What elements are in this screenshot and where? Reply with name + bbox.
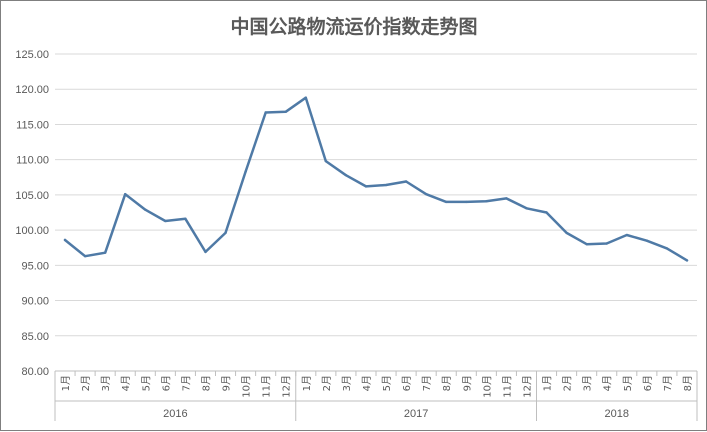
series-layer: [63, 96, 689, 262]
x-tick-label: 7月: [421, 375, 433, 391]
x-tick-label: 12月: [521, 375, 533, 398]
x-tick-label: 11月: [261, 375, 273, 398]
x-tick-label: 1月: [542, 375, 554, 391]
gridlines: [55, 53, 697, 337]
y-tick-label: 95.00: [21, 260, 49, 272]
x-tick-label: 5月: [381, 375, 393, 391]
data-point: [605, 242, 608, 245]
data-point: [384, 183, 388, 187]
x-tick-label: 1月: [301, 375, 313, 391]
y-tick-label: 100.00: [15, 225, 49, 237]
x-tick-label: 3月: [341, 375, 353, 391]
x-tick-label: 6月: [642, 375, 654, 391]
x-tick-label: 3月: [100, 375, 112, 391]
y-tick-label: 115.00: [16, 119, 49, 131]
x-tick-label: 4月: [602, 375, 614, 391]
y-tick-label: 110.00: [16, 155, 49, 167]
data-point: [585, 243, 588, 246]
data-point: [264, 111, 267, 114]
y-tick-label: 120.00: [15, 84, 49, 96]
x-tick-label: 6月: [401, 375, 413, 391]
x-tick-label: 3月: [582, 375, 594, 391]
x-tick-label: 4月: [361, 375, 373, 391]
x-tick-label: 2月: [562, 375, 574, 391]
data-point: [465, 200, 468, 204]
data-point: [625, 233, 628, 237]
chart-title: 中国公路物流运价指数走势图: [230, 15, 477, 38]
x-axis-month-labels: 1月 2月 3月 4月 5月 6月 7月 8月 9月 10月 11月 12月 1月 2月 3月 4月 5月 6月 7…: [60, 375, 694, 398]
x-tick-label: 4月: [120, 375, 132, 391]
data-point: [685, 259, 689, 262]
data-point: [505, 197, 508, 200]
data-point: [344, 173, 348, 177]
data-point: [224, 231, 227, 235]
x-axis: [54, 370, 698, 421]
data-point: [445, 200, 448, 204]
data-point: [144, 208, 147, 211]
data-point: [124, 192, 127, 196]
data-point: [645, 239, 649, 242]
data-point: [103, 251, 107, 254]
data-point: [364, 185, 368, 188]
data-point: [83, 254, 87, 258]
x-tick-label: 5月: [140, 375, 152, 391]
year-label: 2016: [163, 408, 187, 420]
y-tick-label: 105.00: [15, 190, 49, 202]
x-tick-label: 8月: [441, 375, 453, 391]
y-tick-label: 85.00: [21, 331, 49, 343]
series-line: [63, 96, 689, 262]
x-tick-label: 5月: [622, 375, 634, 391]
data-point: [63, 238, 67, 242]
y-axis-ticks: 80.00 85.00 90.00 95.00 100.00 105.00 110.00 11…: [15, 49, 49, 378]
y-tick-label: 80.00: [21, 366, 49, 378]
x-tick-label: 9月: [461, 375, 473, 391]
x-tick-label: 11月: [501, 375, 513, 398]
x-tick-label: 10月: [241, 375, 253, 398]
data-point: [485, 200, 488, 203]
x-axis-year-labels: 2016 2017 2018: [163, 408, 629, 420]
x-tick-label: 9月: [221, 375, 233, 391]
x-tick-label: 8月: [200, 375, 212, 391]
data-point: [525, 207, 528, 210]
x-tick-label: 12月: [281, 375, 293, 398]
year-label: 2017: [404, 408, 428, 420]
x-tick-label: 1月: [60, 375, 72, 391]
x-tick-label: 7月: [662, 375, 674, 391]
year-label: 2018: [605, 408, 629, 420]
x-tick-label: 7月: [180, 375, 192, 391]
data-point: [665, 247, 669, 250]
x-tick-label: 2月: [80, 375, 92, 391]
data-point: [565, 231, 568, 235]
data-point: [424, 192, 428, 196]
data-point: [284, 110, 287, 113]
x-tick-label: 8月: [682, 375, 694, 391]
data-point: [164, 219, 167, 223]
x-tick-label: 2月: [321, 375, 333, 391]
data-point: [304, 96, 307, 99]
data-point: [324, 159, 328, 163]
data-point: [184, 217, 187, 221]
data-point: [204, 250, 207, 254]
data-point: [545, 211, 548, 214]
data-point: [404, 180, 408, 183]
x-tick-label: 6月: [160, 375, 172, 391]
y-tick-label: 125.00: [15, 49, 49, 61]
y-tick-label: 90.00: [21, 296, 49, 308]
data-point: [244, 170, 247, 173]
x-tick-label: 10月: [481, 375, 493, 398]
